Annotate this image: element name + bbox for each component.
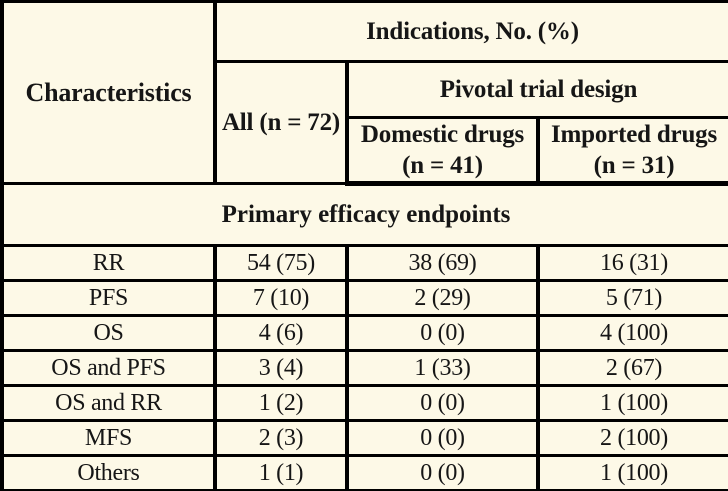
row-label-cell: Others [0,454,217,491]
table-row-os-and-rr: OS and RR 1 (2) 0 (0) 1 (100) [0,384,728,422]
table-row-os: OS 4 (6) 0 (0) 4 (100) [0,314,728,352]
table-row-others: Others 1 (1) 0 (0) 1 (100) [0,454,728,491]
table-row-pfs: PFS 7 (10) 2 (29) 5 (71) [0,279,728,317]
all-n-header-cell: All (n = 72) [213,60,349,185]
value-cell-domestic: 0 (0) [345,454,540,491]
row-label-cell: OS [0,314,217,352]
imported-drugs-label: Imported drugs [551,121,717,148]
table-row-rr: RR 54 (75) 38 (69) 16 (31) [0,244,728,282]
value-cell-all: 4 (6) [213,314,349,352]
row-label-cell: OS and PFS [0,349,217,387]
row-label-cell: PFS [0,279,217,317]
domestic-drugs-label: Domestic drugs [360,121,525,148]
imported-drugs-n: (n = 31) [593,152,675,179]
value-cell-imported: 2 (67) [536,349,728,387]
value-cell-domestic: 0 (0) [345,314,540,352]
header-row-indications: Characteristics Indications, No. (%) [0,0,728,185]
value-cell-imported: 1 (100) [536,454,728,491]
table-row-os-and-pfs: OS and PFS 3 (4) 1 (33) 2 (67) [0,349,728,387]
domestic-drugs-header-cell: Domestic drugs (n = 41) [345,116,540,186]
imported-drugs-header-cell: Imported drugs (n = 31) [536,116,728,186]
header-row-pivotal: All (n = 72) Pivotal trial design [2,60,728,185]
value-cell-domestic: 2 (29) [345,279,540,317]
domestic-drugs-n: (n = 41) [402,152,483,179]
value-cell-imported: 16 (31) [536,244,728,282]
value-cell-all: 54 (75) [213,244,349,282]
row-label-cell: RR [0,244,217,282]
section-row: Primary efficacy endpoints [0,182,728,247]
section-header-primary-efficacy-endpoints: Primary efficacy endpoints [0,182,728,247]
value-cell-all: 1 (1) [213,454,349,491]
value-cell-imported: 5 (71) [536,279,728,317]
value-cell-domestic: 1 (33) [345,349,540,387]
value-cell-all: 7 (10) [213,279,349,317]
table-row-mfs: MFS 2 (3) 0 (0) 2 (100) [0,419,728,457]
characteristics-header-cell: Characteristics [0,0,217,185]
value-cell-domestic: 0 (0) [345,419,540,457]
value-cell-domestic: 0 (0) [345,384,540,422]
row-label-cell: MFS [0,419,217,457]
value-cell-imported: 2 (100) [536,419,728,457]
indications-header-cell: Indications, No. (%) [213,0,728,63]
row-label-cell: OS and RR [0,384,217,422]
pivotal-trial-design-header-cell: Pivotal trial design [345,60,728,119]
value-cell-all: 2 (3) [213,419,349,457]
value-cell-all: 1 (2) [213,384,349,422]
value-cell-imported: 4 (100) [536,314,728,352]
value-cell-all: 3 (4) [213,349,349,387]
value-cell-imported: 1 (100) [536,384,728,422]
value-cell-domestic: 38 (69) [345,244,540,282]
header-row-drug-origin: Domestic drugs (n = 41) Imported drugs (… [2,116,728,186]
